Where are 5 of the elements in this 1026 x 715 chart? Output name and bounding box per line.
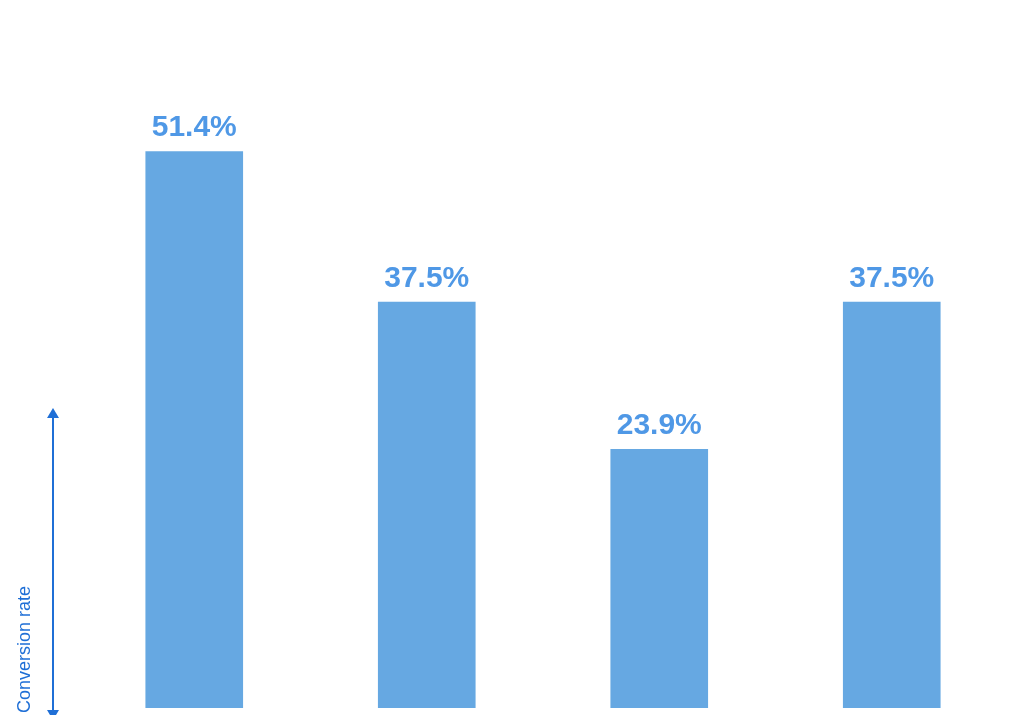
data-label: 37.5% xyxy=(384,260,470,294)
y-axis-title: Conversion rate xyxy=(14,585,35,713)
data-label: 51.4% xyxy=(151,109,237,143)
data-label: 37.5% xyxy=(849,260,935,294)
data-label: 23.9% xyxy=(616,407,702,441)
